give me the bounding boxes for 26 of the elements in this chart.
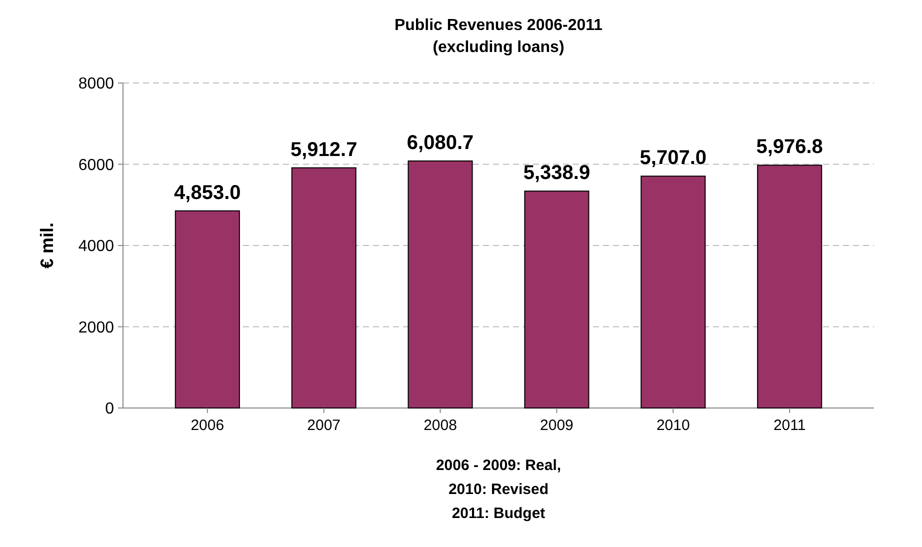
bar — [640, 176, 706, 408]
bar — [524, 190, 590, 408]
x-tick-label: 2011 — [773, 417, 806, 434]
data-label: 5,338.9 — [523, 162, 590, 184]
bar — [174, 210, 240, 408]
data-label: 5,912.7 — [290, 138, 358, 161]
y-tick-label: 8000 — [78, 76, 114, 93]
x-tick-label: 2007 — [307, 417, 341, 434]
x-tick-label: 2010 — [656, 417, 690, 434]
bar — [291, 167, 356, 408]
data-label: 6,080.7 — [406, 132, 474, 154]
bar — [408, 160, 473, 408]
x-axis-title: 2006 - 2009: Real, 2010: Revised 2011: Budget — [436, 457, 562, 522]
data-label: 4,853.0 — [174, 182, 241, 204]
data-label: 5,707.0 — [640, 147, 707, 170]
y-tick-label: 0 — [105, 400, 114, 418]
x-tick-label: 2006 — [190, 417, 224, 434]
chart-title: Public Revenues 2006-2011 (excluding loans) — [394, 17, 603, 56]
y-tick-label: 2000 — [78, 319, 114, 336]
y-tick-label: 4000 — [78, 238, 114, 256]
data-label: 5,976.8 — [756, 136, 823, 158]
x-tick-label: 2009 — [540, 417, 574, 434]
bar — [757, 164, 822, 408]
y-axis-title: € mil. — [37, 222, 57, 269]
x-tick-label: 2008 — [424, 417, 457, 434]
y-tick-label: 6000 — [78, 156, 114, 174]
